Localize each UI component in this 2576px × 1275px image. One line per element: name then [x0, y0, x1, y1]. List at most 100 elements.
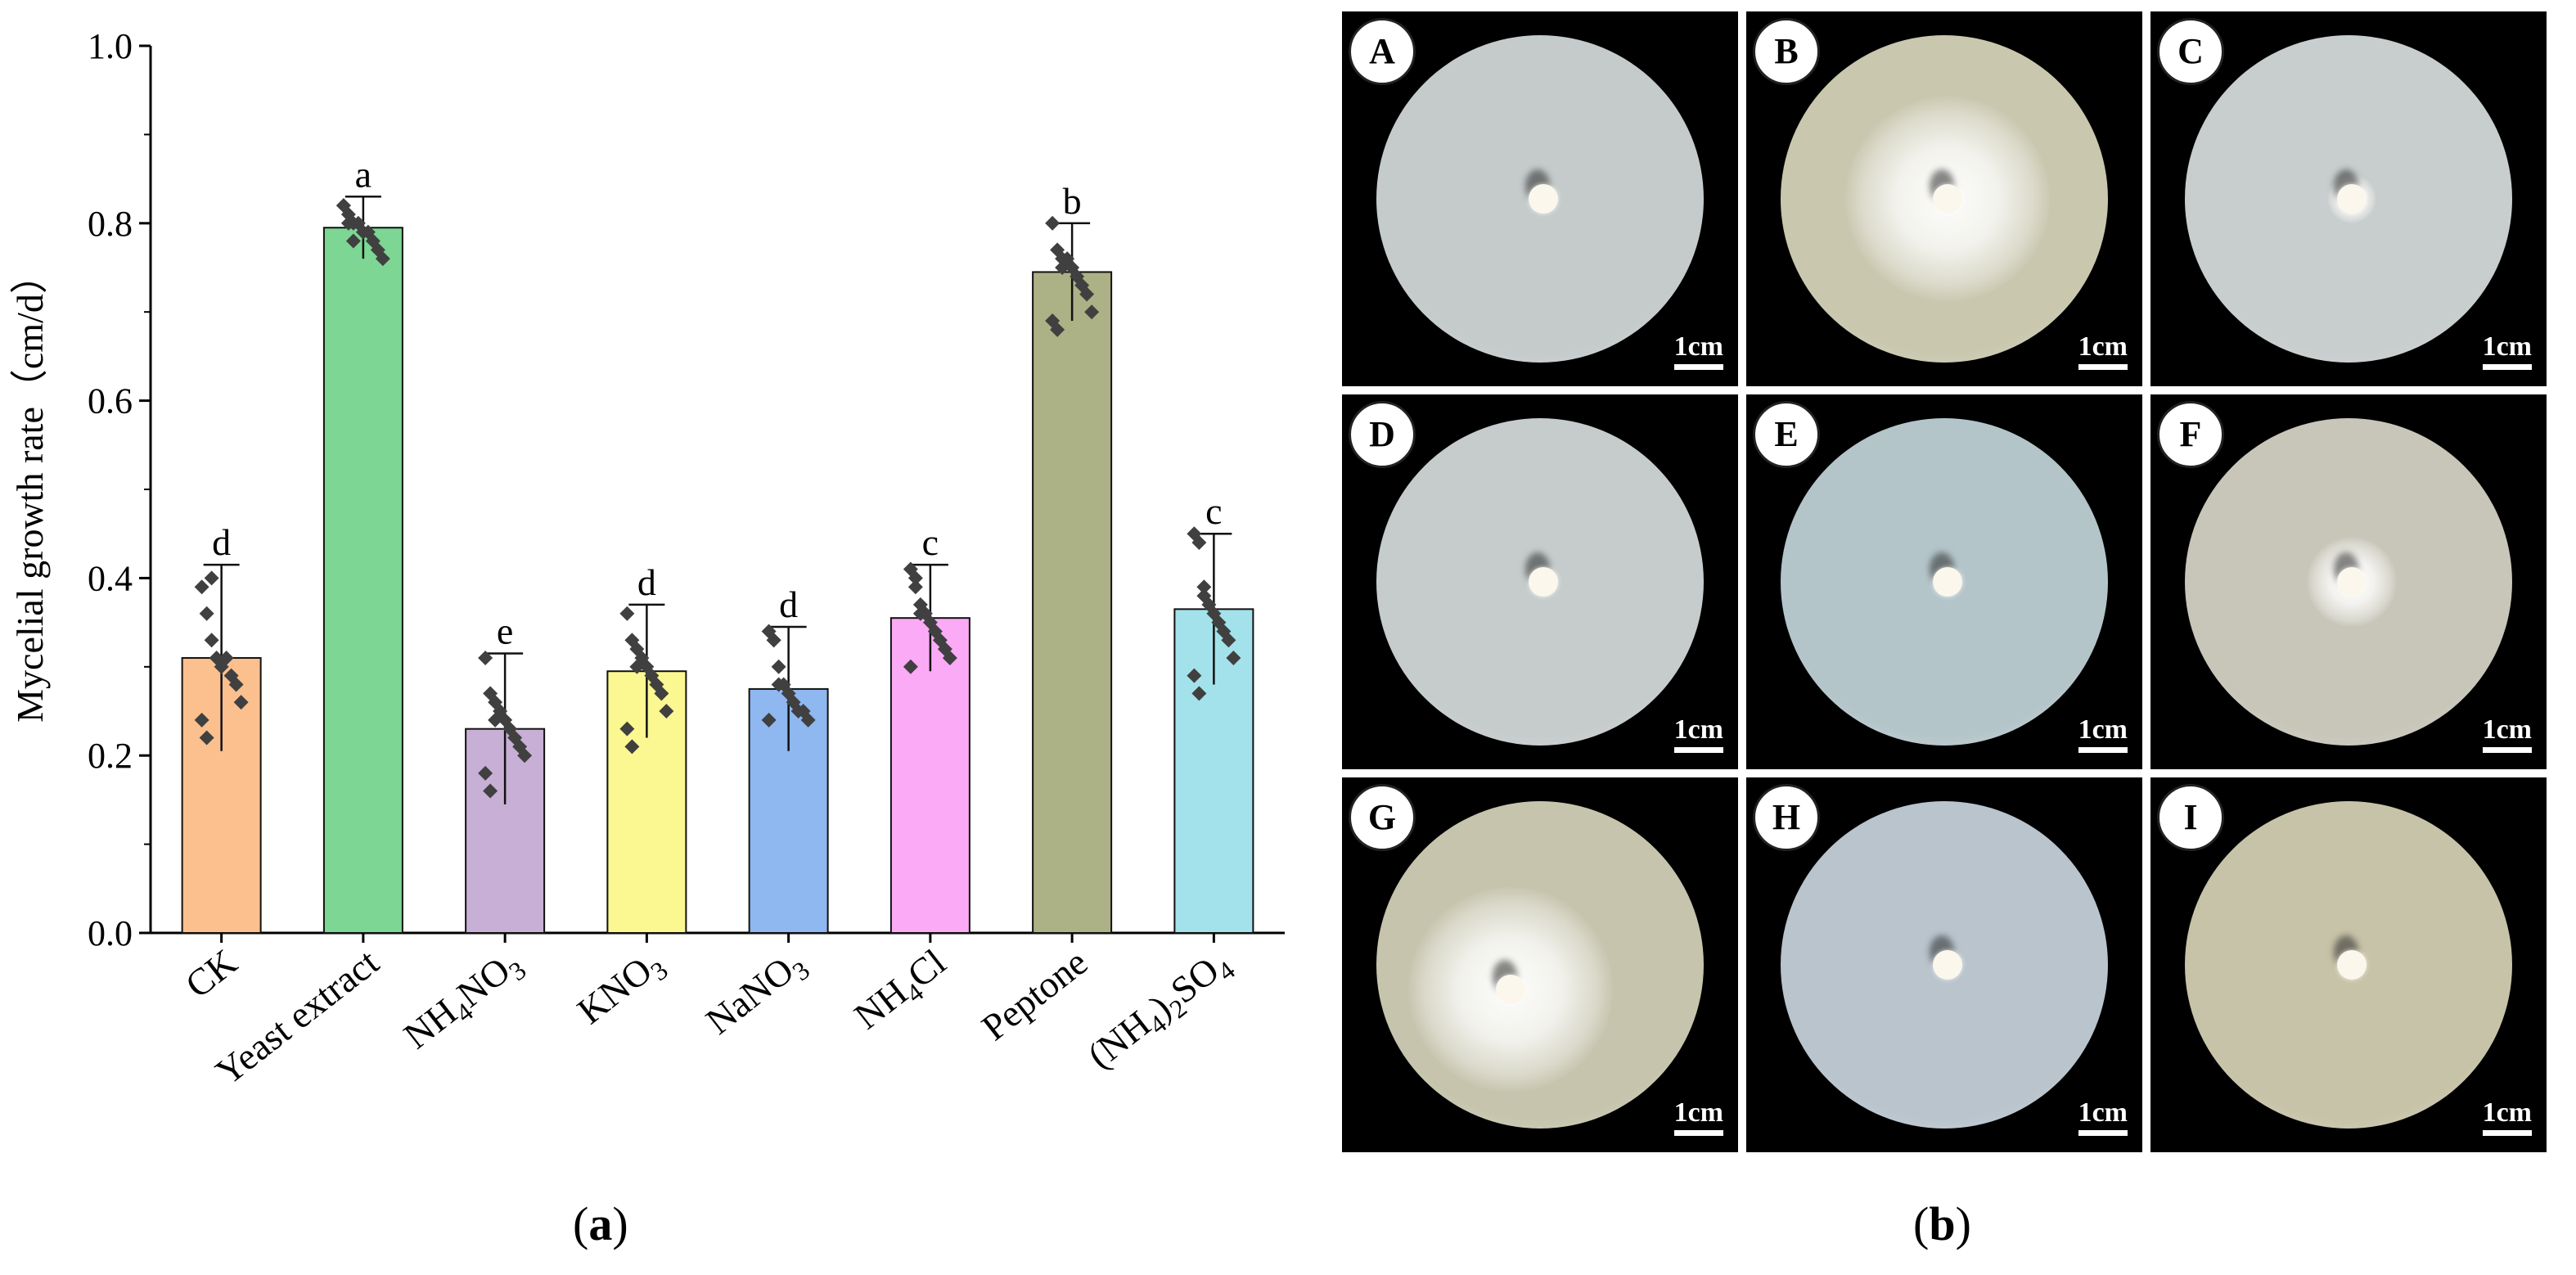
inoculum-plug [2337, 567, 2367, 597]
inoculum-plug [1529, 567, 1558, 597]
scale-bar-line [2078, 1130, 2128, 1136]
scale-bar: 1cm [1674, 333, 1723, 370]
scale-bar-label: 1cm [1673, 714, 1723, 745]
data-point [619, 721, 635, 737]
scale-bar-label: 1cm [2482, 331, 2532, 362]
data-point [771, 677, 786, 692]
x-tick-label: NH4Cl [846, 941, 957, 1042]
data-point [340, 215, 356, 231]
data-point [1196, 579, 1212, 595]
y-tick-label: 0.6 [88, 381, 133, 421]
data-point [194, 579, 209, 595]
scale-bar: 1cm [1674, 716, 1723, 753]
significance-label: d [212, 521, 231, 563]
scale-bar-line [2482, 1130, 2532, 1136]
data-point [478, 650, 493, 665]
inoculum-plug [1529, 184, 1558, 214]
data-point [194, 712, 209, 728]
scale-bar-label: 1cm [2078, 1097, 2128, 1128]
scale-bar: 1cm [2483, 1099, 2532, 1136]
data-point [375, 251, 390, 267]
data-point [1226, 650, 1241, 665]
significance-label: c [1205, 490, 1222, 532]
bar-chart: 0.0 0.2 0.4 0.6 0.8 1.0 Mycelial growth rate（c… [9, 26, 1285, 1093]
petri-dish-photo-h: H 1cm [1746, 777, 2142, 1152]
petri-dish-photo-b: B 1cm [1746, 11, 2142, 386]
scale-bar: 1cm [2483, 716, 2532, 753]
y-tick-label: 0.8 [88, 204, 133, 244]
scale-bar-label: 1cm [1673, 331, 1723, 362]
data-point [199, 606, 214, 621]
scale-bar-label: 1cm [2078, 331, 2128, 362]
data-point [766, 633, 781, 648]
plate-letter-badge: B [1753, 18, 1820, 85]
significance-label: e [497, 610, 513, 652]
significance-label: c [922, 521, 939, 563]
significance-label: b [1063, 180, 1082, 222]
x-tick-label: NH4NO3 [396, 941, 532, 1061]
petri-dish-photo-i: I 1cm [2150, 777, 2547, 1152]
data-point [659, 704, 674, 719]
data-point [903, 659, 918, 674]
inoculum-plug [2337, 950, 2367, 980]
x-tick-label: Peptone [974, 941, 1095, 1048]
plate-letter-badge: C [2157, 18, 2224, 85]
plate-letter-badge: I [2157, 784, 2224, 851]
data-point [800, 712, 816, 728]
plate-letter-badge: A [1349, 18, 1416, 85]
x-tick-label: CK [178, 941, 245, 1007]
data-point [488, 712, 503, 728]
data-point [233, 695, 249, 710]
scale-bar-line [1673, 1130, 1723, 1136]
data-point [1055, 260, 1070, 275]
significance-label: d [779, 583, 798, 625]
x-tick-label: (NH4)2SO4 [1079, 941, 1240, 1081]
scale-bar: 1cm [2078, 333, 2128, 370]
y-tick-label: 0.4 [88, 558, 133, 598]
inoculum-plug [1496, 975, 1525, 1004]
data-point [1187, 668, 1202, 683]
significance-label: d [637, 561, 656, 603]
data-point [1079, 286, 1095, 302]
data-point [624, 739, 640, 755]
data-point [1196, 588, 1212, 604]
data-point [942, 650, 957, 665]
data-point [912, 606, 928, 621]
data-point [336, 198, 351, 214]
data-point [517, 748, 533, 764]
scale-bar: 1cm [1674, 1099, 1723, 1136]
petri-dish-photo-a: A 1cm [1342, 11, 1738, 386]
data-point [478, 765, 493, 781]
scale-bar-line [1673, 364, 1723, 370]
data-point [907, 570, 923, 586]
panel-label-a: (a) [573, 1197, 628, 1250]
scale-bar-line [2482, 747, 2532, 753]
scale-bar-line [2482, 364, 2532, 370]
plate-letter-badge: F [2157, 401, 2224, 468]
data-point [483, 783, 498, 799]
petri-dish-photo-d: D 1cm [1342, 394, 1738, 769]
data-point [654, 686, 669, 701]
y-axis-label: Mycelial growth rate（cm/d） [9, 256, 51, 723]
data-point [1221, 633, 1236, 648]
data-point [1045, 215, 1061, 231]
data-point [199, 730, 214, 746]
scale-bar-line [1673, 747, 1723, 753]
scale-bar-label: 1cm [2482, 1097, 2532, 1128]
scale-bar-label: 1cm [2078, 714, 2128, 745]
data-point [907, 579, 923, 595]
scale-bar: 1cm [2078, 1099, 2128, 1136]
petri-dish-grid: A 1cm B 1cm C 1cm D 1cm E 1cm F 1cm G 1cm H 1cm I 1cm [1342, 11, 2569, 1152]
inoculum-plug [2337, 184, 2367, 214]
scale-bar-line [2078, 364, 2128, 370]
data-point [619, 606, 635, 621]
data-point [345, 233, 361, 249]
scale-bar-line [2078, 747, 2128, 753]
petri-dish-photo-g: G 1cm [1342, 777, 1738, 1152]
x-tick-label: NaNO3 [698, 941, 815, 1047]
x-tick-label: KNO3 [570, 941, 673, 1037]
data-point [218, 650, 234, 665]
plate-letter-badge: D [1349, 401, 1416, 468]
panel-label-b: (b) [1913, 1197, 1971, 1250]
data-point [771, 659, 786, 674]
